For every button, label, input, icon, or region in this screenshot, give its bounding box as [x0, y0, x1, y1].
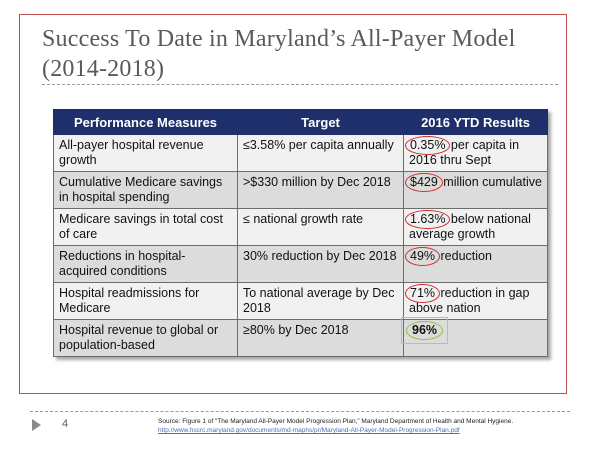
result-text: million cumulative	[439, 175, 542, 189]
result-value-highlight: 49%	[405, 247, 441, 266]
table-row: Cumulative Medicare savings in hospital …	[53, 171, 548, 209]
title-divider	[42, 84, 558, 85]
target-cell: ≤ national growth rate	[237, 208, 404, 246]
source-citation: Source: Figure 1 of “The Maryland All-Pa…	[158, 417, 570, 435]
table-row: Medicare savings in total cost of care ≤…	[53, 208, 548, 246]
measure-cell: Reductions in hospital-acquired conditio…	[53, 245, 238, 283]
measure-cell: Hospital readmissions for Medicare	[53, 282, 238, 320]
target-cell: 30% reduction by Dec 2018	[237, 245, 404, 283]
target-cell: ≥80% by Dec 2018	[237, 319, 404, 357]
result-cell: 71% reduction in gap above nation	[403, 282, 548, 320]
result-cell: 1.63% below national average growth	[403, 208, 548, 246]
slide-title: Success To Date in Maryland’s All-Payer …	[42, 26, 516, 82]
table-row: All-payer hospital revenue growth ≤3.58%…	[53, 134, 548, 172]
result-value-selected[interactable]: 96%	[400, 317, 449, 344]
result-value-highlight: $429	[405, 173, 443, 192]
performance-table: Performance Measures Target 2016 YTD Res…	[53, 109, 548, 357]
result-text: per capita in 2016 thru Sept	[409, 138, 520, 167]
slide-border	[19, 14, 567, 394]
table-header-row: Performance Measures Target 2016 YTD Res…	[53, 109, 548, 135]
result-text: reduction in gap above nation	[409, 286, 530, 315]
table-row: Hospital revenue to global or population…	[53, 317, 548, 357]
footer-divider	[30, 411, 570, 412]
header-target: Target	[237, 109, 404, 135]
table-row: Reductions in hospital-acquired conditio…	[53, 245, 548, 283]
result-cell: 49% reduction	[403, 245, 548, 283]
measure-cell: Medicare savings in total cost of care	[53, 208, 238, 246]
source-link[interactable]: http://www.hscrc.maryland.gov/documents/…	[158, 427, 460, 434]
measure-cell: All-payer hospital revenue growth	[53, 134, 238, 172]
target-cell: To national average by Dec 2018	[237, 282, 404, 320]
result-cell: $429 million cumulative	[403, 171, 548, 209]
target-cell: >$330 million by Dec 2018	[237, 171, 404, 209]
result-cell[interactable]: 96%	[400, 317, 548, 357]
target-cell: ≤3.58% per capita annually	[237, 134, 404, 172]
table-row: Hospital readmissions for Medicare To na…	[53, 282, 548, 320]
source-text: Source: Figure 1 of “The Maryland All-Pa…	[158, 418, 514, 425]
result-text: below national average growth	[409, 212, 531, 241]
result-text: reduction	[437, 249, 492, 263]
play-triangle-icon[interactable]	[32, 419, 41, 431]
measure-cell: Cumulative Medicare savings in hospital …	[53, 171, 238, 209]
header-performance-measures: Performance Measures	[53, 109, 238, 135]
page-number: 4	[62, 418, 69, 430]
result-cell: 0.35% per capita in 2016 thru Sept	[403, 134, 548, 172]
measure-cell: Hospital revenue to global or population…	[53, 319, 238, 357]
header-results: 2016 YTD Results	[403, 109, 548, 135]
